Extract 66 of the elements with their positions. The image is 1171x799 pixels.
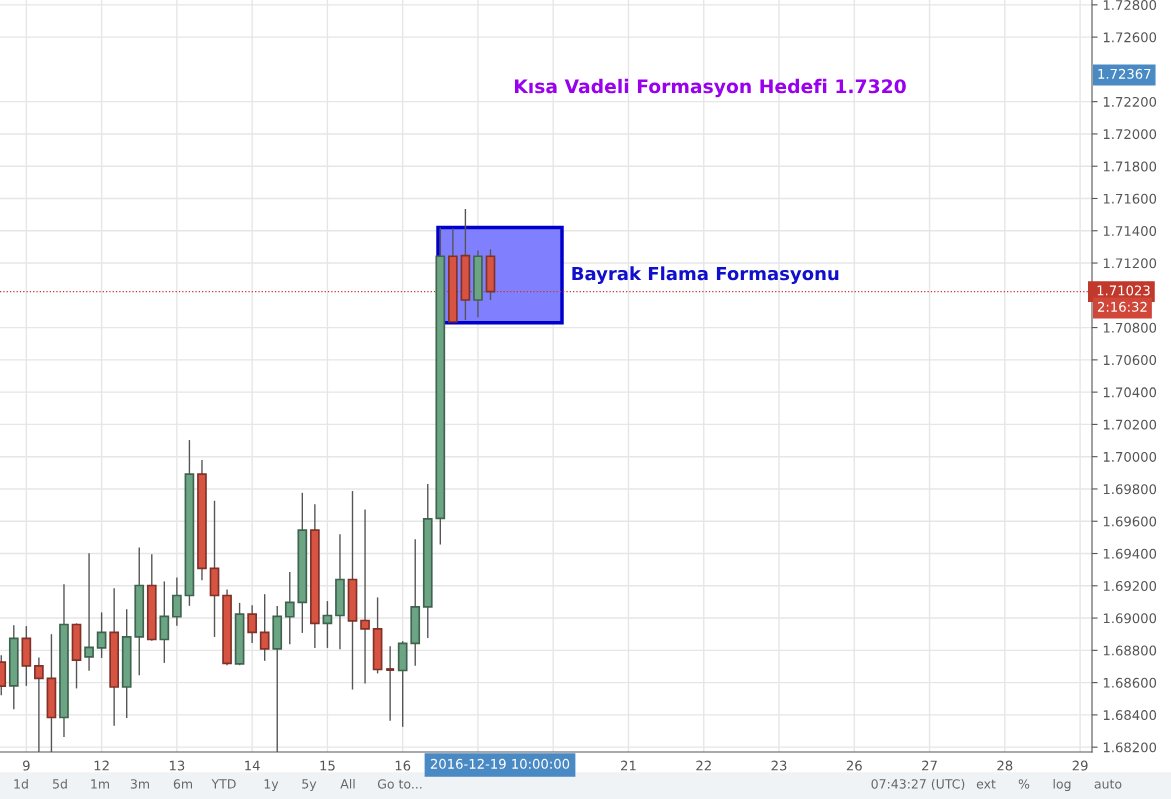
text: 1m xyxy=(91,779,109,789)
text: log xyxy=(1053,778,1071,792)
x-tick-label: 28 xyxy=(997,760,1013,771)
text: Go to... xyxy=(377,779,422,789)
text: 07:43:27 (UTC) xyxy=(871,778,965,791)
text: % xyxy=(1018,779,1030,789)
candlestick xyxy=(360,508,370,685)
text: 5d xyxy=(53,778,67,789)
x-tick-label: 29 xyxy=(1072,760,1088,771)
text: ext xyxy=(976,779,996,789)
y-tick-label: 1.69600 xyxy=(1103,516,1157,527)
candlestick xyxy=(384,645,396,722)
x-tick-label: 14 xyxy=(245,760,260,771)
x-tick-label: 16 xyxy=(395,760,411,771)
candlestick xyxy=(159,580,170,664)
x-tick-label: 13 xyxy=(169,760,185,771)
y-tick-label: 1.70600 xyxy=(1103,355,1157,366)
ref-line-label: 1.71023 xyxy=(1097,285,1150,296)
y-tick-label: 1.71400 xyxy=(1103,225,1157,236)
text: 1.72367 xyxy=(1098,68,1151,79)
y-tick-label: 1.68400 xyxy=(1103,710,1157,721)
candlestick xyxy=(284,571,295,645)
y-tick-label: 1.71800 xyxy=(1103,161,1157,172)
text: 3m xyxy=(130,779,149,789)
y-tick-label: 1.68200 xyxy=(1103,742,1157,753)
x-tick-label: 15 xyxy=(320,760,335,771)
y-tick-label: 1.72200 xyxy=(1103,96,1157,107)
candlestick xyxy=(322,600,333,649)
y-tick-label: 1.72000 xyxy=(1103,129,1157,140)
text: 1y xyxy=(264,779,279,792)
y-tick-label: 1.71200 xyxy=(1103,258,1157,269)
y-tick-label: 1.69200 xyxy=(1103,581,1157,591)
candlestick xyxy=(84,552,94,672)
y-tick-label: 1.71600 xyxy=(1103,193,1157,204)
y-tick-label: 1.70000 xyxy=(1103,451,1157,462)
text: auto xyxy=(1094,779,1122,789)
y-tick-label: 1.70800 xyxy=(1103,322,1157,333)
x-tick-label: 27 xyxy=(922,760,937,771)
y-tick-label: 1.68800 xyxy=(1103,645,1157,656)
annotation: Kısa Vadeli Formasyon Hedefi 1.7320 xyxy=(514,78,906,98)
text: YTD xyxy=(211,779,236,789)
y-tick-label: 1.70200 xyxy=(1103,419,1157,430)
y-tick-label: 1.72800 xyxy=(1103,0,1157,11)
text: 5y xyxy=(302,779,317,792)
y-tick-label: 1.72600 xyxy=(1103,32,1157,43)
text: 6m xyxy=(173,779,192,789)
candlestick xyxy=(96,611,107,659)
text: 2:16:32 xyxy=(1097,301,1147,312)
text: 1d xyxy=(14,778,28,789)
y-tick-label: 1.69400 xyxy=(1103,548,1157,559)
candlestick xyxy=(247,604,257,644)
x-tick-label: 26 xyxy=(846,760,862,771)
band-label: Bayrak Flama Formasyonu xyxy=(572,266,839,284)
y-tick-label: 1.70400 xyxy=(1103,387,1157,398)
x-tick-label: 22 xyxy=(696,760,711,771)
candlestick xyxy=(259,593,270,662)
text: 2016-12-19 10:00:00 xyxy=(430,758,570,769)
y-tick-label: 1.69800 xyxy=(1103,484,1157,495)
y-tick-label: 1.69000 xyxy=(1103,613,1157,624)
candlestick xyxy=(172,576,182,627)
x-tick-label: 12 xyxy=(94,760,109,771)
x-tick-label: 9 xyxy=(22,760,30,771)
y-tick-label: 1.68600 xyxy=(1103,677,1157,688)
x-tick-label: 23 xyxy=(771,760,787,771)
x-tick-label: 21 xyxy=(621,760,636,771)
text: All xyxy=(340,778,355,789)
